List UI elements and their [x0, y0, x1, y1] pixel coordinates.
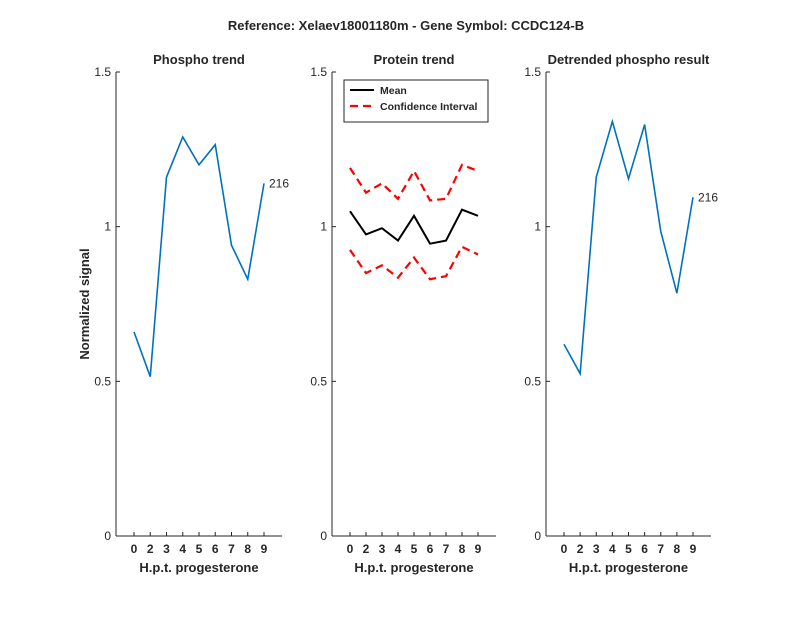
x-tick-label: 7 — [443, 542, 450, 556]
legend: Mean Confidence Interval — [343, 79, 489, 123]
x-tick-label: 3 — [379, 542, 386, 556]
series-line — [563, 118, 694, 377]
y-tick-label: 1 — [104, 220, 111, 234]
y-tick-label: 1 — [320, 220, 327, 234]
x-axis-label: H.p.t. progesterone — [569, 560, 688, 575]
x-tick-label: 6 — [641, 542, 648, 556]
line-end-label: 216 — [269, 176, 289, 190]
series-confidence-interval-line — [349, 163, 479, 202]
y-axis-label: Normalized signal — [77, 248, 92, 359]
legend-entry-label: Mean — [380, 85, 407, 97]
x-tick-label: 5 — [196, 542, 203, 556]
panel-title: Phospho trend — [153, 52, 245, 67]
x-tick-label: 5 — [625, 542, 632, 556]
x-tick-label: 9 — [475, 542, 482, 556]
y-tick-label: 1 — [534, 220, 541, 234]
legend-entry-label: Confidence Interval — [380, 101, 478, 113]
x-tick-label: 7 — [657, 542, 664, 556]
x-tick-label: 3 — [593, 542, 600, 556]
panel-title: Detrended phospho result — [548, 52, 710, 67]
x-tick-label: 2 — [147, 542, 154, 556]
y-tick-label: 0 — [104, 529, 111, 543]
x-tick-label: 8 — [244, 542, 251, 556]
x-tick-label: 8 — [459, 542, 466, 556]
y-tick-label: 0 — [320, 529, 327, 543]
x-tick-label: 4 — [179, 542, 186, 556]
x-tick-label: 2 — [577, 542, 584, 556]
y-tick-label: 1.5 — [94, 65, 111, 79]
x-tick-label: 0 — [131, 542, 138, 556]
x-tick-label: 8 — [674, 542, 681, 556]
x-tick-label: 4 — [395, 542, 402, 556]
y-tick-label: 1.5 — [524, 65, 541, 79]
y-tick-label: 0 — [534, 529, 541, 543]
x-tick-label: 4 — [609, 542, 616, 556]
x-tick-label: 2 — [363, 542, 370, 556]
figure-suptitle: Reference: Xelaev18001180m - Gene Symbol… — [228, 18, 584, 33]
x-axis-label: H.p.t. progesterone — [354, 560, 473, 575]
legend-box — [343, 79, 489, 123]
y-tick-label: 0.5 — [94, 374, 111, 388]
y-tick-label: 0.5 — [524, 374, 541, 388]
y-tick-label: 1.5 — [310, 65, 327, 79]
series-ci-lower-line — [349, 245, 479, 281]
x-tick-label: 9 — [690, 542, 697, 556]
series-mean-line — [349, 208, 479, 245]
line-end-label: 216 — [698, 190, 718, 204]
x-tick-label: 7 — [228, 542, 235, 556]
x-tick-label: 6 — [212, 542, 219, 556]
y-tick-label: 0.5 — [310, 374, 327, 388]
x-tick-label: 0 — [561, 542, 568, 556]
x-tick-label: 5 — [411, 542, 418, 556]
x-axis-label: H.p.t. progesterone — [139, 560, 258, 575]
panel-title: Protein trend — [374, 52, 455, 67]
x-tick-label: 0 — [347, 542, 354, 556]
series-line — [133, 135, 265, 377]
x-tick-label: 6 — [427, 542, 434, 556]
x-tick-label: 3 — [163, 542, 170, 556]
x-tick-label: 9 — [261, 542, 268, 556]
